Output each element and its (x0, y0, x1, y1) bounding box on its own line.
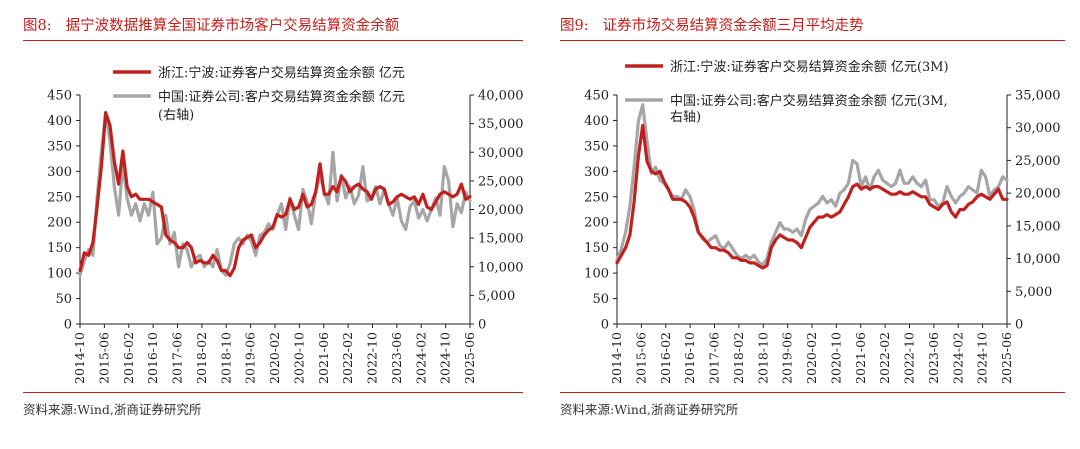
right-tick-label: 0 (478, 318, 486, 333)
x-tick-label: 2014-10 (609, 332, 624, 384)
x-tick-label: 2020-02 (804, 332, 819, 384)
x-tick-label: 2023-06 (926, 332, 941, 384)
right-tick-label: 25,000 (1015, 154, 1061, 169)
legend-label: 浙江:宁波:证券客户交易结算资金余额 亿元(3M) (670, 59, 949, 75)
x-tick-label: 2016-02 (121, 332, 136, 384)
left-tick-label: 0 (601, 318, 609, 333)
right-tick-label: 30,000 (1015, 121, 1061, 136)
figure-9-source-text: Wind,浙商证券研究所 (614, 402, 739, 417)
x-tick-label: 2018-10 (218, 332, 233, 384)
legend-label: 浙江:宁波:证券客户交易结算资金余额 亿元 (158, 65, 405, 81)
x-tick-label: 2017-06 (170, 332, 185, 384)
left-tick-label: 300 (47, 165, 72, 180)
figure-8-source-text: Wind,浙商证券研究所 (77, 402, 202, 417)
right-tick-label: 15,000 (478, 232, 524, 247)
x-tick-label: 2018-02 (194, 332, 209, 384)
left-tick-label: 250 (47, 190, 72, 205)
left-tick-label: 300 (584, 165, 609, 180)
left-tick-label: 450 (47, 89, 72, 104)
left-tick-label: 100 (584, 267, 609, 282)
series-line-china (78, 110, 472, 277)
right-tick-label: 5,000 (478, 289, 515, 304)
figure-8-panel: 图8: 据宁波数据推算全国证券市场客户交易结算资金余额 0 50 100 150 200 2… (23, 12, 524, 427)
x-tick-label: 2015-06 (633, 332, 648, 384)
x-tick-label: 2015-06 (96, 332, 111, 384)
right-tick-label: 35,000 (1015, 89, 1061, 104)
left-tick-label: 400 (47, 114, 72, 129)
left-tick-label: 450 (584, 89, 609, 104)
series-line-china (615, 103, 1009, 267)
right-tick-label: 30,000 (478, 146, 524, 161)
right-tick-label: 35,000 (478, 117, 524, 132)
figure-9-chart: 0 50 100 150 200 250 300 350 400 450 0 5,000 10,000 1… (584, 59, 1061, 384)
left-tick-label: 0 (64, 318, 72, 333)
x-tick-label: 2024-10 (438, 332, 453, 384)
figure-9-title-bar: 图9: 证券市场交易结算资金余额三月平均走势 (560, 12, 1065, 41)
left-tick-label: 200 (47, 216, 72, 231)
x-tick-label: 2023-06 (389, 332, 404, 384)
left-tick-label: 350 (584, 139, 609, 154)
figure-8-label: 图8: (23, 18, 52, 34)
x-tick-label: 2022-10 (902, 332, 917, 384)
x-tick-label: 2019-06 (780, 332, 795, 384)
x-tick-label: 2019-06 (243, 332, 258, 384)
x-tick-label: 2016-10 (145, 332, 160, 384)
x-tick-label: 2022-02 (877, 332, 892, 384)
right-tick-label: 25,000 (478, 174, 524, 189)
legend-label: (右轴) (158, 108, 194, 123)
x-tick-label: 2022-10 (365, 332, 380, 384)
x-tick-label: 2022-02 (340, 332, 355, 384)
figure-8-title: 据宁波数据推算全国证券市场客户交易结算资金余额 (65, 18, 400, 34)
left-tick-label: 100 (47, 267, 72, 282)
x-tick-label: 2020-02 (267, 332, 282, 384)
left-tick-label: 200 (584, 216, 609, 231)
x-tick-label: 2018-10 (755, 332, 770, 384)
left-tick-label: 150 (584, 241, 609, 256)
x-tick-label: 2020-10 (828, 332, 843, 384)
x-tick-label: 2016-02 (658, 332, 673, 384)
figure-9-source-label: 资料来源: (560, 402, 615, 417)
x-tick-label: 2025-06 (462, 332, 477, 384)
x-tick-label: 2020-10 (291, 332, 306, 384)
figure-8-source-label: 资料来源: (23, 402, 78, 417)
x-tick-label: 2024-10 (975, 332, 990, 384)
right-tick-label: 0 (1015, 318, 1023, 333)
figure-9-label: 图9: (560, 18, 589, 34)
figure-8-chart: 0 50 100 150 200 250 300 350 400 450 0 5,000 10,000 1… (47, 65, 524, 384)
x-tick-label: 2018-02 (731, 332, 746, 384)
right-tick-label: 20,000 (478, 203, 524, 218)
left-tick-label: 400 (584, 114, 609, 129)
left-tick-label: 50 (592, 292, 609, 307)
right-tick-label: 20,000 (1015, 187, 1061, 202)
series-line-ningbo (615, 123, 1009, 270)
left-tick-label: 150 (47, 241, 72, 256)
left-tick-label: 350 (47, 139, 72, 154)
left-tick-label: 50 (55, 292, 72, 307)
right-tick-label: 15,000 (1015, 219, 1061, 234)
right-tick-label: 5,000 (1015, 285, 1052, 300)
right-tick-label: 10,000 (1015, 252, 1061, 267)
legend-label: 中国:证券公司:客户交易结算资金余额 亿元 (158, 89, 405, 105)
right-tick-label: 40,000 (478, 89, 524, 104)
series-line-ningbo (78, 111, 472, 278)
x-tick-label: 2016-10 (682, 332, 697, 384)
figure-9-source: 资料来源:Wind,浙商证券研究所 (560, 392, 1065, 418)
x-tick-label: 2014-10 (72, 332, 87, 384)
left-tick-label: 250 (584, 190, 609, 205)
x-tick-label: 2024-02 (950, 332, 965, 384)
figure-8-source: 资料来源:Wind,浙商证券研究所 (23, 392, 523, 418)
right-tick-label: 10,000 (478, 260, 524, 275)
legend-label: 中国:证券公司:客户交易结算资金余额 亿元(3M, (670, 93, 948, 109)
legend-label: 右轴) (670, 110, 701, 125)
figure-9-panel: 图9: 证券市场交易结算资金余额三月平均走势 0 50 100 150 200 250 300… (560, 12, 1065, 427)
x-tick-label: 2025-06 (999, 332, 1014, 384)
figure-8-title-bar: 图8: 据宁波数据推算全国证券市场客户交易结算资金余额 (23, 12, 523, 41)
x-tick-label: 2024-02 (413, 332, 428, 384)
x-tick-label: 2021-06 (853, 332, 868, 384)
x-tick-label: 2021-06 (316, 332, 331, 384)
x-tick-label: 2017-06 (707, 332, 722, 384)
figure-9-title: 证券市场交易结算资金余额三月平均走势 (602, 18, 864, 34)
